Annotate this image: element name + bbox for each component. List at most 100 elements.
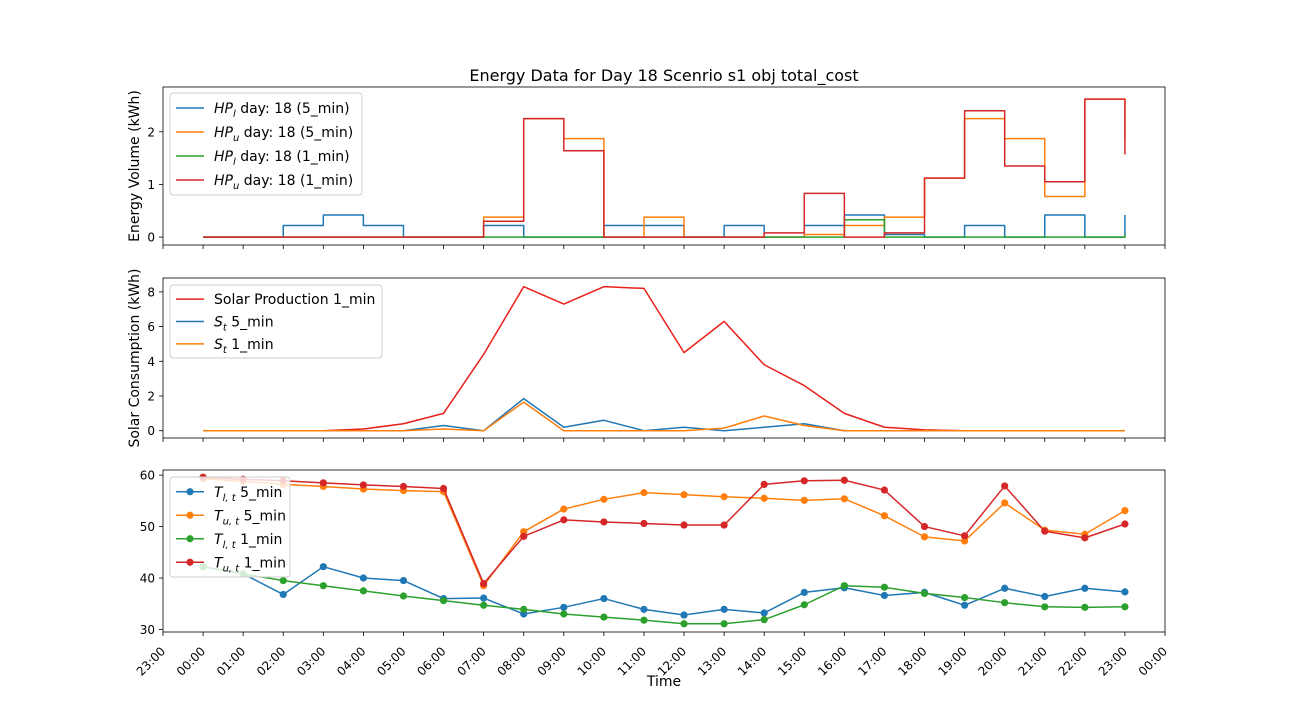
data-point [1121, 603, 1129, 611]
legend-label: Tl, t 5_min [214, 485, 282, 504]
y-axis-label: Energy Volume (kWh) [127, 90, 143, 242]
data-point [760, 480, 768, 488]
y-tick-label: 2 [147, 125, 155, 139]
x-tick-label: 08:00 [494, 644, 528, 678]
x-tick-label: 14:00 [735, 644, 769, 678]
data-point [1041, 527, 1049, 535]
axes-frame [162, 469, 1166, 633]
x-tick-label: 15:00 [775, 644, 809, 678]
data-point [680, 521, 688, 529]
legend: HPl day: 18 (5_min) HPu day: 18 (5_min) HP… [169, 92, 363, 196]
data-point [920, 522, 929, 531]
data-point [640, 489, 648, 497]
data-point [319, 582, 327, 590]
x-tick-label: 19:00 [935, 644, 969, 678]
x-tick-label: 21:00 [1016, 644, 1050, 678]
data-point [640, 616, 648, 624]
data-point [720, 620, 728, 628]
y-axis-label: Solar Consumption (kWh) [127, 268, 143, 447]
legend-marker [186, 535, 194, 543]
x-tick-label: 20:00 [975, 644, 1009, 678]
data-point [1001, 599, 1009, 607]
legend-label: HPl day: 18 (5_min) [214, 101, 350, 120]
legend-label: Solar Production 1_min [214, 292, 375, 308]
data-point [600, 594, 608, 603]
x-tick-label: 00:00 [1136, 644, 1170, 678]
data-point [600, 518, 608, 526]
data-point [800, 477, 808, 485]
legend-box [169, 92, 363, 196]
data-point [961, 532, 969, 540]
data-point [880, 583, 889, 591]
legend-box [169, 284, 383, 359]
data-point [439, 484, 448, 493]
legend-label: HPl day: 18 (1_min) [214, 149, 350, 168]
data-point [760, 609, 768, 617]
legend-label: Tu, t 5_min [214, 508, 286, 527]
data-point [359, 587, 367, 595]
legend-label: St 5_min [214, 315, 274, 334]
data-point [680, 620, 688, 628]
x-tick-label: 11:00 [615, 644, 649, 678]
legend-marker [186, 488, 194, 496]
series-line-3 [203, 401, 1125, 432]
x-tick-label: 18:00 [895, 644, 929, 678]
x-tick-label: 16:00 [815, 644, 849, 678]
x-tick-label: 03:00 [294, 644, 328, 678]
x-axis-label: Time [646, 674, 681, 690]
data-point [1041, 603, 1049, 611]
data-point [640, 605, 648, 613]
series-line-4 [203, 98, 1126, 238]
data-point [880, 512, 889, 520]
data-point [880, 591, 889, 600]
data-point [279, 576, 287, 585]
data-point [1121, 507, 1129, 515]
x-tick-label: 07:00 [454, 644, 488, 678]
data-point [600, 495, 608, 503]
x-tick-label: 09:00 [535, 644, 569, 678]
y-tick-label: 0 [147, 424, 155, 438]
data-point [279, 590, 287, 599]
data-point [1081, 534, 1089, 542]
legend-label: St 1_min [214, 337, 274, 356]
x-tick-label: 10:00 [575, 644, 609, 678]
panels: 0 1 2 Energy Volume (kWh) HPl day: 18 (5_min… [127, 86, 1170, 679]
chart-title: Energy Data for Day 18 Scenrio s1 obj to… [469, 66, 858, 86]
data-point [319, 563, 327, 571]
data-point [680, 491, 688, 499]
legend-label: HPu day: 18 (1_min) [214, 173, 353, 192]
x-tick-label: 04:00 [334, 644, 368, 678]
data-point [399, 592, 408, 600]
data-point [840, 495, 848, 503]
y-tick-label: 2 [147, 390, 155, 404]
x-tick-label: 13:00 [695, 644, 729, 678]
data-point [760, 494, 768, 502]
data-point [1081, 603, 1089, 611]
data-point [961, 601, 969, 609]
data-point [1001, 584, 1009, 592]
x-tick-label: 01:00 [214, 644, 248, 678]
data-point [319, 479, 327, 487]
data-point [1001, 482, 1009, 490]
data-point [800, 588, 808, 597]
x-tick-label: 17:00 [855, 644, 889, 678]
y-tick-label: 60 [140, 469, 155, 483]
data-point [720, 605, 728, 613]
y-tick-label: 50 [140, 520, 155, 534]
data-point [560, 610, 568, 618]
data-point [560, 603, 568, 611]
data-point [480, 601, 488, 609]
data-point [480, 594, 488, 602]
series-line-2 [203, 477, 1126, 587]
data-point [480, 580, 488, 588]
legend-label: HPu day: 18 (5_min) [214, 125, 353, 144]
data-point [760, 616, 768, 624]
data-point [640, 519, 648, 528]
data-point [800, 601, 808, 609]
data-point [359, 574, 367, 582]
data-point [1121, 520, 1129, 528]
data-point [600, 613, 608, 621]
series-line-3 [202, 565, 1125, 625]
